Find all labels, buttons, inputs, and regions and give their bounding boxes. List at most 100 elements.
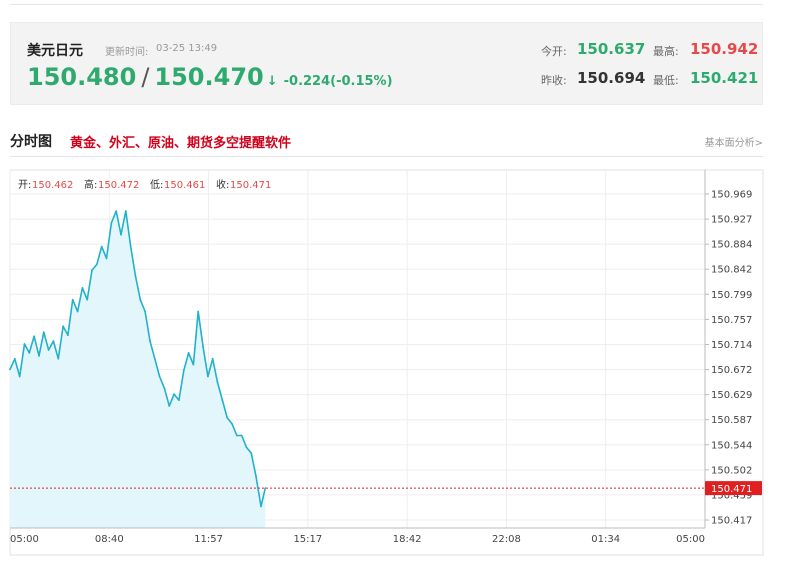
update-time-label: 更新时间: (105, 47, 149, 58)
series-point (33, 335, 36, 338)
series-point (57, 357, 60, 360)
series-point (221, 399, 224, 402)
series-point (153, 357, 156, 360)
series-point (67, 334, 69, 337)
series-point (264, 487, 267, 490)
x-axis-labels: 05:00 08:40 11:57 15:17 18:42 22:08 01:34 05:00 (10, 534, 705, 545)
x-tick-label: 05:00 (676, 534, 705, 545)
series-point (182, 369, 185, 372)
ohlc-open-label: 开: (18, 180, 31, 191)
section-header: 分时图 黄金、外汇、原油、期货多空提醒软件 基本面分析> (10, 128, 763, 157)
y-tick-label: 150.884 (711, 240, 752, 251)
series-point (115, 210, 118, 213)
series-point (18, 375, 21, 378)
y-tick-label: 150.587 (711, 415, 752, 426)
ohlc-high-label: 高: (84, 178, 97, 191)
series-point (100, 245, 103, 248)
series-point (38, 354, 40, 357)
ohlc-close-label: 收: (216, 178, 229, 191)
y-tick-label: 150.927 (711, 215, 752, 226)
x-tick-label: 15:17 (293, 534, 322, 545)
current-price-marker: 150.471 (10, 481, 762, 496)
series-point (9, 368, 11, 371)
series-point (62, 325, 64, 328)
series-point (81, 287, 84, 289)
y-tick-label: 150.842 (711, 265, 752, 276)
x-tick-label: 01:34 (591, 534, 620, 545)
series-point (250, 452, 253, 455)
series-point (216, 381, 219, 384)
series-point (202, 346, 204, 348)
x-tick-label: 22:08 (492, 534, 521, 545)
open-value: 150.637 (577, 40, 646, 58)
series-point (52, 340, 55, 342)
series-point (71, 298, 74, 301)
series-point (168, 405, 171, 407)
series-point (240, 434, 243, 437)
bid-price: 150.480 (27, 63, 137, 91)
series-point (28, 351, 31, 354)
series-point (91, 269, 93, 272)
series-point (105, 257, 108, 260)
series-point (23, 343, 26, 345)
series-point (139, 298, 142, 301)
ohlc-close-value: 150.471 (230, 180, 271, 191)
ohlc-high-value: 150.472 (98, 180, 139, 191)
series-point (42, 331, 45, 334)
series-point (13, 357, 16, 360)
y-tick-label: 150.629 (711, 390, 752, 401)
fundamental-analysis-link[interactable]: 基本面分析> (704, 138, 763, 149)
series-point (173, 393, 175, 396)
series-point (226, 416, 229, 419)
series-point (149, 340, 151, 342)
y-tick-label: 150.714 (711, 340, 752, 351)
prev-close-label: 昨收: (541, 74, 567, 87)
down-arrow-icon: ↓ (266, 74, 278, 89)
x-tick-label: 08:40 (95, 534, 124, 545)
series-point (163, 387, 166, 390)
prev-close-value: 150.694 (577, 69, 646, 87)
series-point (245, 446, 248, 449)
x-tick-label: 05:00 (10, 534, 39, 545)
series-point (95, 263, 98, 266)
series-line (9, 210, 267, 508)
alert-software-link[interactable]: 黄金、外汇、原油、期货多空提醒软件 (70, 136, 292, 151)
ohlc-readout: 开: 150.462 高: 150.472 低: 150.461 收: 150.… (18, 178, 271, 191)
series-point (129, 245, 132, 248)
high-value: 150.942 (690, 40, 759, 58)
update-time: 03-25 13:49 (156, 43, 218, 54)
y-tick-label: 150.502 (711, 465, 752, 476)
series-point (76, 310, 79, 313)
y-tick-label: 150.417 (711, 516, 752, 527)
y-tick-label: 150.672 (711, 365, 752, 376)
ohlc-low-value: 150.461 (164, 180, 205, 191)
series-point (110, 222, 113, 224)
x-tick-label: 11:57 (194, 534, 223, 545)
y-tick-label: 150.459 (711, 490, 752, 501)
series-point (120, 233, 122, 236)
series-point (187, 351, 190, 354)
ohlc-low-label: 低: (150, 178, 163, 191)
y-tick-label: 150.969 (711, 190, 752, 201)
y-tick-label: 150.544 (711, 440, 752, 451)
low-value: 150.421 (690, 69, 759, 87)
y-tick-label: 150.799 (711, 290, 752, 301)
series-point (144, 310, 147, 313)
ohlc-open-value: 150.462 (32, 180, 73, 191)
chart-plot (9, 210, 267, 528)
low-label: 最低: (653, 74, 679, 87)
top-divider (10, 0, 763, 5)
series-area (10, 211, 266, 528)
series-point (134, 275, 137, 277)
current-price-label: 150.471 (711, 484, 752, 495)
open-label: 今开: (541, 45, 567, 58)
series-point (178, 399, 180, 402)
y-tick-label: 150.757 (711, 315, 752, 326)
series-point (197, 310, 200, 313)
series-point (124, 210, 127, 213)
current-price-badge (705, 481, 762, 496)
series-point (47, 349, 50, 351)
series-point (231, 422, 233, 425)
high-label: 最高: (653, 45, 679, 58)
